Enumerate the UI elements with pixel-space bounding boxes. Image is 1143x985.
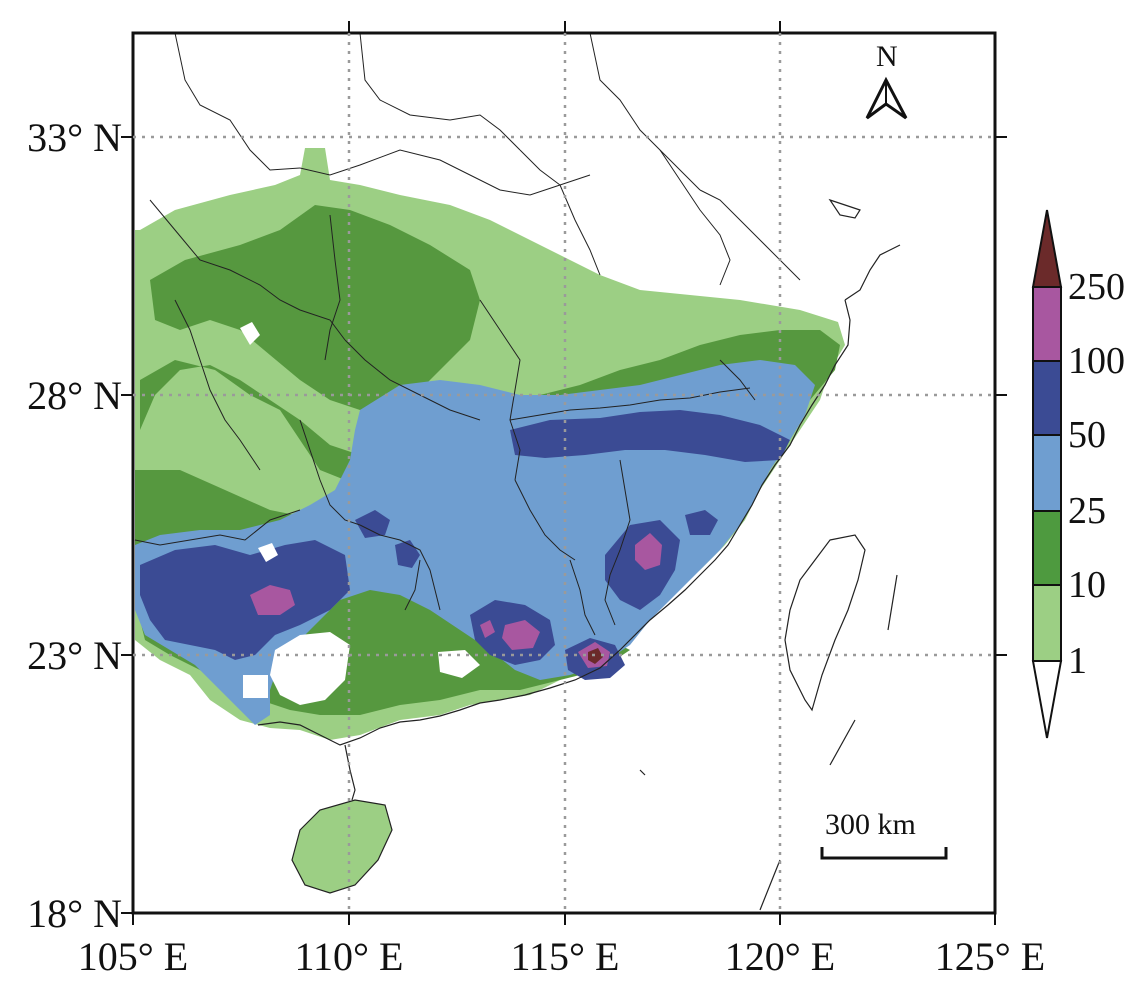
no-precip-gap [240,322,260,345]
longitude-label: 115° E [510,934,620,979]
longitude-label: 105° E [77,934,189,979]
map-field [134,33,901,911]
latitude-label: 28° N [27,373,122,418]
latitude-label: 18° N [27,891,122,936]
no-precip-gap [270,632,350,705]
axis-ticks [121,21,1007,925]
precip-100-250-region [502,620,540,650]
precip-50-100-region [510,410,790,462]
graticule [133,33,995,913]
latitude-label: 33° N [27,115,122,160]
colorbar [1031,209,1063,739]
precip-100-250-region [250,585,295,615]
colorbar-label: 10 [1068,564,1106,606]
precip-50-100-region [685,510,718,535]
colorbar-label: 1 [1068,640,1087,682]
colorbar-swatch [1032,510,1062,586]
precip-100-250-region [635,533,662,570]
colorbar-swatch [1031,209,1063,288]
precip-over-250-region [588,648,603,664]
coastline [257,198,901,911]
colorbar-swatch [1032,286,1062,362]
no-precip-gap [258,543,278,562]
colorbar-label: 50 [1068,414,1106,456]
no-precip-gap [243,675,268,698]
colorbar-swatch [1032,434,1062,512]
colorbar-label: 25 [1068,490,1106,532]
no-precip-gap [438,650,480,678]
longitude-label: 120° E [724,934,836,979]
precip-50-100-region [355,510,390,538]
longitude-label: 110° E [294,934,404,979]
north-arrow-label: N [876,40,898,73]
colorbar-label: 100 [1068,340,1125,382]
latitude-label: 23° N [27,633,122,678]
colorbar-label: 250 [1068,266,1125,308]
north-arrow-icon [865,76,908,120]
hainan-island-region [292,800,392,893]
colorbar-swatch [1032,360,1062,436]
colorbar-swatch [1031,660,1063,739]
precip-50-100-region [140,540,350,660]
precip-25-50-region [135,360,815,725]
longitude-label: 125° E [934,934,1046,979]
province-boundaries [134,33,801,636]
precip-100-250-region [480,620,495,638]
scale-bar-label: 300 km [825,808,916,841]
colorbar-swatch [1032,584,1062,662]
scale-bar [820,847,948,860]
precip-10-25-region [150,205,480,410]
